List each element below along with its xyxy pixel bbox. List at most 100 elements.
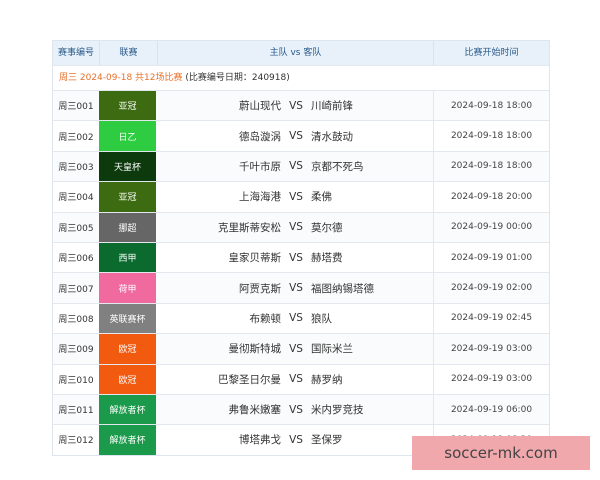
vs-label: VS xyxy=(289,342,303,355)
match-time: 2024-09-19 03:00 xyxy=(450,343,533,354)
teams-cell: 皇家贝蒂斯 VS 赫塔费 xyxy=(156,242,434,273)
table-row[interactable]: 周三006 西甲 皇家贝蒂斯 VS 赫塔费 2024-09-19 01:00 xyxy=(53,241,549,273)
home-team[interactable]: 巴黎圣日尔曼 xyxy=(218,373,281,386)
match-table: 赛事编号 联赛 主队 vs 客队 比赛开始时间 周三 2024-09-18 共1… xyxy=(52,40,550,456)
vs-label: VS xyxy=(289,130,303,143)
vs-label: VS xyxy=(289,160,303,173)
date-summary: 周三 2024-09-18 共12场比赛 xyxy=(59,73,183,83)
away-team[interactable]: 赫塔费 xyxy=(311,252,343,265)
vs-label: VS xyxy=(289,312,303,325)
away-team[interactable]: 川崎前锋 xyxy=(311,100,353,113)
match-id: 周三009 xyxy=(58,345,94,356)
home-team[interactable]: 曼彻斯特城 xyxy=(228,343,282,356)
match-time: 2024-09-18 18:00 xyxy=(450,131,533,142)
teams-cell: 曼彻斯特城 VS 国际米兰 xyxy=(156,334,434,364)
away-team[interactable]: 柔佛 xyxy=(311,191,332,204)
match-id: 周三011 xyxy=(58,406,94,417)
watermark: soccer-mk.com xyxy=(412,436,590,470)
away-team[interactable]: 圣保罗 xyxy=(311,434,343,447)
match-time: 2024-09-19 02:45 xyxy=(450,313,533,324)
league-badge[interactable]: 亚冠 xyxy=(99,182,156,212)
home-team[interactable]: 克里斯蒂安松 xyxy=(218,221,281,234)
home-team[interactable]: 蔚山现代 xyxy=(239,100,281,113)
league-badge[interactable]: 日乙 xyxy=(99,121,156,151)
teams-cell: 德岛漩涡 VS 清水鼓动 xyxy=(156,121,434,151)
league-badge[interactable]: 天皇杯 xyxy=(99,151,156,182)
league-badge[interactable]: 解放者杯 xyxy=(99,394,156,425)
match-id: 周三001 xyxy=(58,102,94,113)
league-badge[interactable]: 英联赛杯 xyxy=(99,303,156,334)
vs-label: VS xyxy=(289,282,303,295)
match-time: 2024-09-19 02:00 xyxy=(450,283,533,294)
table-row[interactable]: 周三008 英联赛杯 布赖顿 VS 狼队 2024-09-19 02:45 xyxy=(53,302,549,334)
vs-label: VS xyxy=(289,99,303,112)
table-row[interactable]: 周三009 欧冠 曼彻斯特城 VS 国际米兰 2024-09-19 03:00 xyxy=(53,333,549,364)
match-id: 周三010 xyxy=(58,375,94,386)
table-row[interactable]: 周三002 日乙 德岛漩涡 VS 清水鼓动 2024-09-18 18:00 xyxy=(53,120,549,151)
table-row[interactable]: 周三011 解放者杯 弗鲁米嫩塞 VS 米内罗竞技 2024-09-19 06:… xyxy=(53,393,549,425)
match-id: 周三002 xyxy=(58,132,94,143)
match-time: 2024-09-19 03:00 xyxy=(450,374,533,385)
table-row[interactable]: 周三001 亚冠 蔚山现代 VS 川崎前锋 2024-09-18 18:00 xyxy=(53,90,549,121)
teams-cell: 弗鲁米嫩塞 VS 米内罗竞技 xyxy=(156,394,434,425)
teams-cell: 千叶市原 VS 京都不死鸟 xyxy=(156,151,434,182)
teams-cell: 博塔弗戈 VS 圣保罗 xyxy=(156,425,434,455)
league-badge[interactable]: 挪超 xyxy=(99,212,156,242)
match-time: 2024-09-19 00:00 xyxy=(450,222,533,233)
league-badge[interactable]: 解放者杯 xyxy=(99,425,156,455)
date-note: (比赛编号日期：240918) xyxy=(185,73,290,83)
teams-cell: 上海海港 VS 柔佛 xyxy=(156,182,434,212)
header-league: 联赛 xyxy=(100,41,158,65)
home-team[interactable]: 阿贾克斯 xyxy=(239,282,281,295)
date-row: 周三 2024-09-18 共12场比赛 (比赛编号日期：240918) xyxy=(53,65,549,90)
vs-label: VS xyxy=(289,433,303,446)
teams-cell: 巴黎圣日尔曼 VS 赫罗纳 xyxy=(156,364,434,394)
vs-label: VS xyxy=(289,373,303,386)
teams-cell: 克里斯蒂安松 VS 莫尔德 xyxy=(156,212,434,242)
teams-cell: 蔚山现代 VS 川崎前锋 xyxy=(156,91,434,121)
vs-label: VS xyxy=(289,403,303,416)
match-id: 周三006 xyxy=(58,254,94,265)
teams-cell: 阿贾克斯 VS 福图纳锡塔德 xyxy=(156,273,434,303)
home-team[interactable]: 布赖顿 xyxy=(249,312,282,325)
away-team[interactable]: 狼队 xyxy=(311,312,332,325)
table-header: 赛事编号 联赛 主队 vs 客队 比赛开始时间 xyxy=(53,41,549,65)
away-team[interactable]: 福图纳锡塔德 xyxy=(311,282,374,295)
home-team[interactable]: 弗鲁米嫩塞 xyxy=(228,404,282,417)
home-team[interactable]: 皇家贝蒂斯 xyxy=(228,252,282,265)
league-badge[interactable]: 欧冠 xyxy=(99,364,156,394)
table-row[interactable]: 周三003 天皇杯 千叶市原 VS 京都不死鸟 2024-09-18 18:00 xyxy=(53,150,549,182)
match-time: 2024-09-19 06:00 xyxy=(450,404,533,415)
home-team[interactable]: 千叶市原 xyxy=(239,160,281,173)
away-team[interactable]: 京都不死鸟 xyxy=(311,160,364,173)
table-row[interactable]: 周三007 荷甲 阿贾克斯 VS 福图纳锡塔德 2024-09-19 02:00 xyxy=(53,272,549,303)
league-badge[interactable]: 西甲 xyxy=(99,242,156,273)
table-row[interactable]: 周三004 亚冠 上海海港 VS 柔佛 2024-09-18 20:00 xyxy=(53,181,549,212)
match-id: 周三003 xyxy=(58,162,94,173)
header-teams: 主队 vs 客队 xyxy=(158,41,434,65)
table-row[interactable]: 周三010 欧冠 巴黎圣日尔曼 VS 赫罗纳 2024-09-19 03:00 xyxy=(53,363,549,394)
home-team[interactable]: 德岛漩涡 xyxy=(239,130,281,143)
match-id: 周三005 xyxy=(58,223,94,234)
match-id: 周三012 xyxy=(58,436,94,447)
match-id: 周三004 xyxy=(58,193,94,204)
away-team[interactable]: 赫罗纳 xyxy=(311,373,343,386)
vs-label: VS xyxy=(289,190,303,203)
league-badge[interactable]: 荷甲 xyxy=(99,273,156,303)
teams-cell: 布赖顿 VS 狼队 xyxy=(156,303,434,334)
header-id: 赛事编号 xyxy=(53,41,100,65)
away-team[interactable]: 米内罗竞技 xyxy=(311,404,364,417)
home-team[interactable]: 博塔弗戈 xyxy=(239,434,281,447)
match-time: 2024-09-18 20:00 xyxy=(450,191,533,202)
vs-label: VS xyxy=(289,251,303,264)
match-id: 周三007 xyxy=(58,284,94,295)
home-team[interactable]: 上海海港 xyxy=(239,191,281,204)
match-time: 2024-09-18 18:00 xyxy=(450,161,533,172)
match-id: 周三008 xyxy=(58,314,94,325)
away-team[interactable]: 清水鼓动 xyxy=(311,130,353,143)
table-row[interactable]: 周三005 挪超 克里斯蒂安松 VS 莫尔德 2024-09-19 00:00 xyxy=(53,211,549,242)
away-team[interactable]: 莫尔德 xyxy=(311,221,343,234)
league-badge[interactable]: 欧冠 xyxy=(99,334,156,364)
away-team[interactable]: 国际米兰 xyxy=(311,343,353,356)
league-badge[interactable]: 亚冠 xyxy=(99,91,156,121)
